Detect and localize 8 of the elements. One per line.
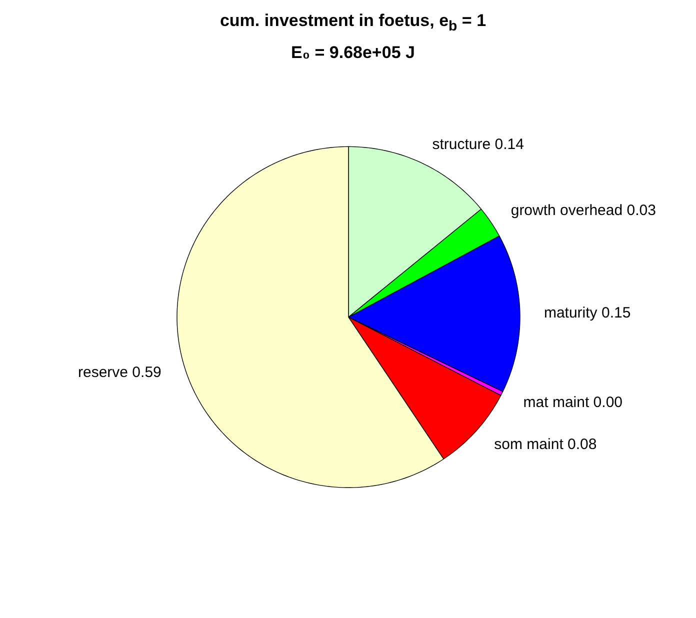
slice-label: growth overhead 0.03 — [510, 202, 656, 220]
chart-subtitle: E₀ = 9.68e+05 J — [290, 42, 416, 64]
slice-label: structure 0.14 — [432, 136, 524, 154]
slice-label: maturity 0.15 — [544, 304, 631, 322]
slice-label: mat maint 0.00 — [523, 394, 623, 412]
chart-title: cum. investment in foetus, e$_{b}$ = 1 — [220, 10, 486, 36]
slice-label: som maint 0.08 — [494, 436, 597, 453]
slice-label: reserve 0.59 — [78, 364, 162, 381]
